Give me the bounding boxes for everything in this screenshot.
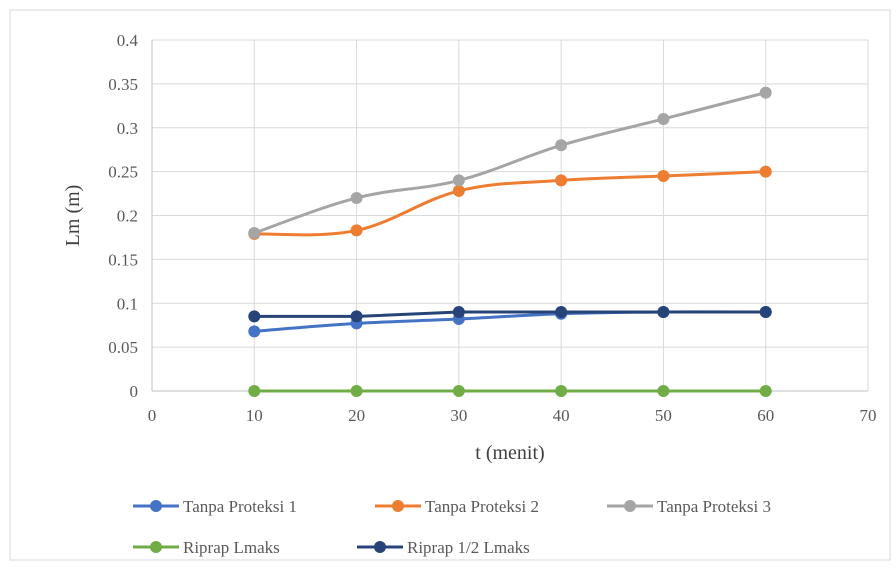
- data-point: [248, 227, 261, 240]
- legend-marker: [150, 500, 162, 512]
- data-point: [452, 385, 465, 397]
- tick-labels: 0 0.05 0.1 0.15 0.2 0.25 0.3 0.35 0.4 0 10 20 30 40 50…: [108, 31, 876, 425]
- legend-item: Tanpa Proteksi 2: [375, 497, 539, 516]
- y-tick-label: 0: [130, 382, 139, 401]
- y-axis-title: Lm (m): [62, 185, 84, 247]
- series-lines: [248, 86, 772, 397]
- y-tick-label: 0.3: [117, 119, 138, 138]
- x-tick-label: 40: [553, 406, 570, 425]
- data-point: [350, 224, 363, 237]
- y-tick-label: 0.05: [108, 338, 138, 357]
- x-tick-label: 10: [246, 406, 263, 425]
- data-point: [657, 306, 670, 319]
- series-line: [252, 91, 768, 235]
- x-tick-label: 60: [757, 406, 774, 425]
- series-4: [248, 385, 772, 397]
- series-3: [248, 86, 772, 240]
- data-point: [555, 385, 568, 397]
- x-tick-label: 70: [860, 406, 877, 425]
- legend-marker: [374, 541, 386, 553]
- data-point: [759, 385, 772, 397]
- legend-label: Riprap Lmaks: [183, 538, 280, 557]
- y-tick-label: 0.2: [117, 207, 138, 226]
- data-point: [350, 310, 363, 323]
- legend-item: Tanpa Proteksi 3: [607, 497, 771, 516]
- y-tick-label: 0.35: [108, 75, 138, 94]
- legend-marker: [624, 500, 636, 512]
- data-point: [452, 306, 465, 319]
- data-point: [452, 174, 465, 187]
- chart-frame: [9, 9, 891, 561]
- data-point: [555, 306, 568, 319]
- data-point: [555, 139, 568, 152]
- y-tick-label: 0.15: [108, 250, 138, 269]
- data-point: [759, 86, 772, 99]
- legend-label: Tanpa Proteksi 1: [183, 497, 297, 516]
- x-tick-label: 50: [655, 406, 672, 425]
- data-point: [248, 310, 261, 323]
- series-5: [248, 306, 772, 323]
- data-point: [350, 191, 363, 204]
- y-tick-label: 0.1: [117, 294, 138, 313]
- legend-item: Riprap 1/2 Lmaks: [357, 538, 530, 557]
- y-tick-label: 0.25: [108, 163, 138, 182]
- legend-item: Tanpa Proteksi 1: [133, 497, 297, 516]
- legend-label: Riprap 1/2 Lmaks: [407, 538, 530, 557]
- data-point: [759, 165, 772, 178]
- legend-marker: [150, 541, 162, 553]
- data-point: [657, 112, 670, 125]
- data-point: [759, 306, 772, 319]
- data-point: [452, 184, 465, 197]
- x-axis-title: t (menit): [475, 442, 544, 464]
- data-point: [657, 170, 670, 183]
- data-point: [350, 385, 363, 397]
- series-line: [252, 170, 768, 237]
- data-point: [555, 174, 568, 187]
- x-tick-label: 30: [450, 406, 467, 425]
- legend-label: Tanpa Proteksi 3: [657, 497, 771, 516]
- series-line: [252, 310, 768, 318]
- x-tick-label: 20: [348, 406, 365, 425]
- y-tick-label: 0.4: [117, 31, 139, 50]
- data-point: [248, 385, 261, 397]
- legend-label: Tanpa Proteksi 2: [425, 497, 539, 516]
- legend-item: Riprap Lmaks: [133, 538, 280, 557]
- legend: Tanpa Proteksi 1 Tanpa Proteksi 2 Tanpa Pr…: [133, 497, 771, 557]
- data-point: [657, 385, 670, 397]
- x-tick-label: 0: [148, 406, 157, 425]
- data-point: [248, 325, 261, 338]
- legend-marker: [392, 500, 404, 512]
